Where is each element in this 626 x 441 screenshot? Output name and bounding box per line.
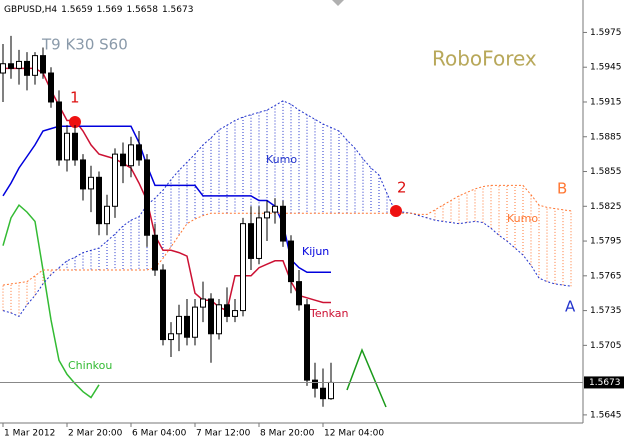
candle-body [192, 306, 198, 338]
candle-body [88, 176, 94, 190]
y-tick-label: 1.5975 [590, 28, 622, 38]
drawn-arrow [346, 347, 387, 408]
y-tick-label: 1.5885 [590, 132, 622, 142]
candle-body [32, 55, 38, 76]
signal-dot [390, 205, 402, 217]
candle-body [320, 387, 326, 400]
y-tick-label: 1.5645 [590, 410, 622, 420]
close-value: 1.5673 [162, 5, 194, 15]
candle-body [304, 304, 310, 381]
x-tick-label: 12 Mar 04:00 [324, 429, 384, 439]
candle-body [0, 63, 6, 74]
candle-body [128, 144, 134, 167]
candle-body [288, 240, 294, 283]
candle-body [24, 60, 30, 76]
annotation: 2 [397, 179, 407, 197]
high-value: 1.569 [97, 5, 123, 15]
indicator-line [2, 100, 572, 318]
watermark: RoboForex [432, 47, 537, 71]
series-label: Tenkan [309, 307, 349, 320]
low-value: 1.5658 [126, 5, 158, 15]
candle-body [272, 205, 278, 213]
candle-body [216, 304, 222, 335]
candle-body [168, 333, 174, 341]
candle-body [328, 381, 334, 400]
series-label: Chinkou [68, 359, 112, 372]
candle-body [144, 159, 150, 236]
y-tick-label: 1.5915 [590, 97, 622, 107]
indicator-settings: T9 K30 S60 [41, 36, 128, 54]
y-tick-label: 1.5825 [590, 202, 622, 212]
y-tick-label: 1.5945 [590, 63, 622, 73]
x-tick-label: 7 Mar 12:00 [196, 429, 251, 439]
current-price-box [584, 376, 624, 389]
y-tick-label: 1.5795 [590, 237, 622, 247]
y-tick-label: 1.5765 [590, 271, 622, 281]
candle-body [72, 132, 78, 161]
y-tick-label: 1.5855 [590, 167, 622, 177]
annotation: 1 [70, 89, 80, 107]
candle-body [8, 63, 14, 69]
series-label: Kijun [302, 245, 329, 258]
indicator-line [2, 184, 572, 286]
candle-body [224, 304, 230, 317]
annotation: Kumo [266, 153, 297, 166]
x-tick-label: 6 Mar 04:00 [132, 429, 187, 439]
candle-body [96, 176, 102, 225]
candle-body [256, 217, 262, 259]
current-price-label: 1.5673 [589, 378, 621, 388]
symbol: GBPUSD,H4 [4, 5, 57, 15]
indicator-line [2, 203, 100, 399]
y-tick-label: 1.5735 [590, 306, 622, 316]
candle-body [152, 234, 158, 271]
candle-body [200, 298, 206, 308]
series-label: B [557, 180, 567, 198]
candle-body [120, 153, 126, 167]
scroll-marker [332, 0, 344, 6]
candle-body [56, 101, 62, 161]
candle-body [136, 144, 142, 161]
candle-body [104, 205, 110, 225]
candle-body [160, 269, 166, 341]
y-tick-label: 1.5705 [590, 341, 622, 351]
candle-body [184, 315, 190, 338]
candle-body [64, 132, 70, 161]
candle-body [296, 281, 302, 306]
candle-body [112, 153, 118, 207]
x-tick-label: 2 Mar 20:00 [68, 429, 123, 439]
candle-body [176, 315, 182, 335]
candle-body [48, 72, 54, 103]
candle-body [280, 205, 286, 242]
open-value: 1.5659 [61, 5, 93, 15]
candle-body [40, 55, 46, 74]
candle-body [80, 159, 86, 190]
candle-body [312, 379, 318, 389]
x-tick-label: 8 Mar 20:00 [260, 429, 315, 439]
x-tick-label: 1 Mar 2012 [4, 429, 55, 439]
candle-body [208, 298, 214, 335]
candle-body [264, 211, 270, 219]
header: GBPUSD,H4 1.5659 1.569 1.5658 1.5673 [4, 5, 193, 15]
candle-body [240, 223, 246, 312]
candle-body [232, 310, 238, 317]
candle-body [16, 60, 22, 69]
series-label: A [565, 298, 576, 316]
signal-dot [69, 116, 81, 128]
annotation: Kumo [507, 212, 538, 225]
candle-body [248, 223, 254, 259]
